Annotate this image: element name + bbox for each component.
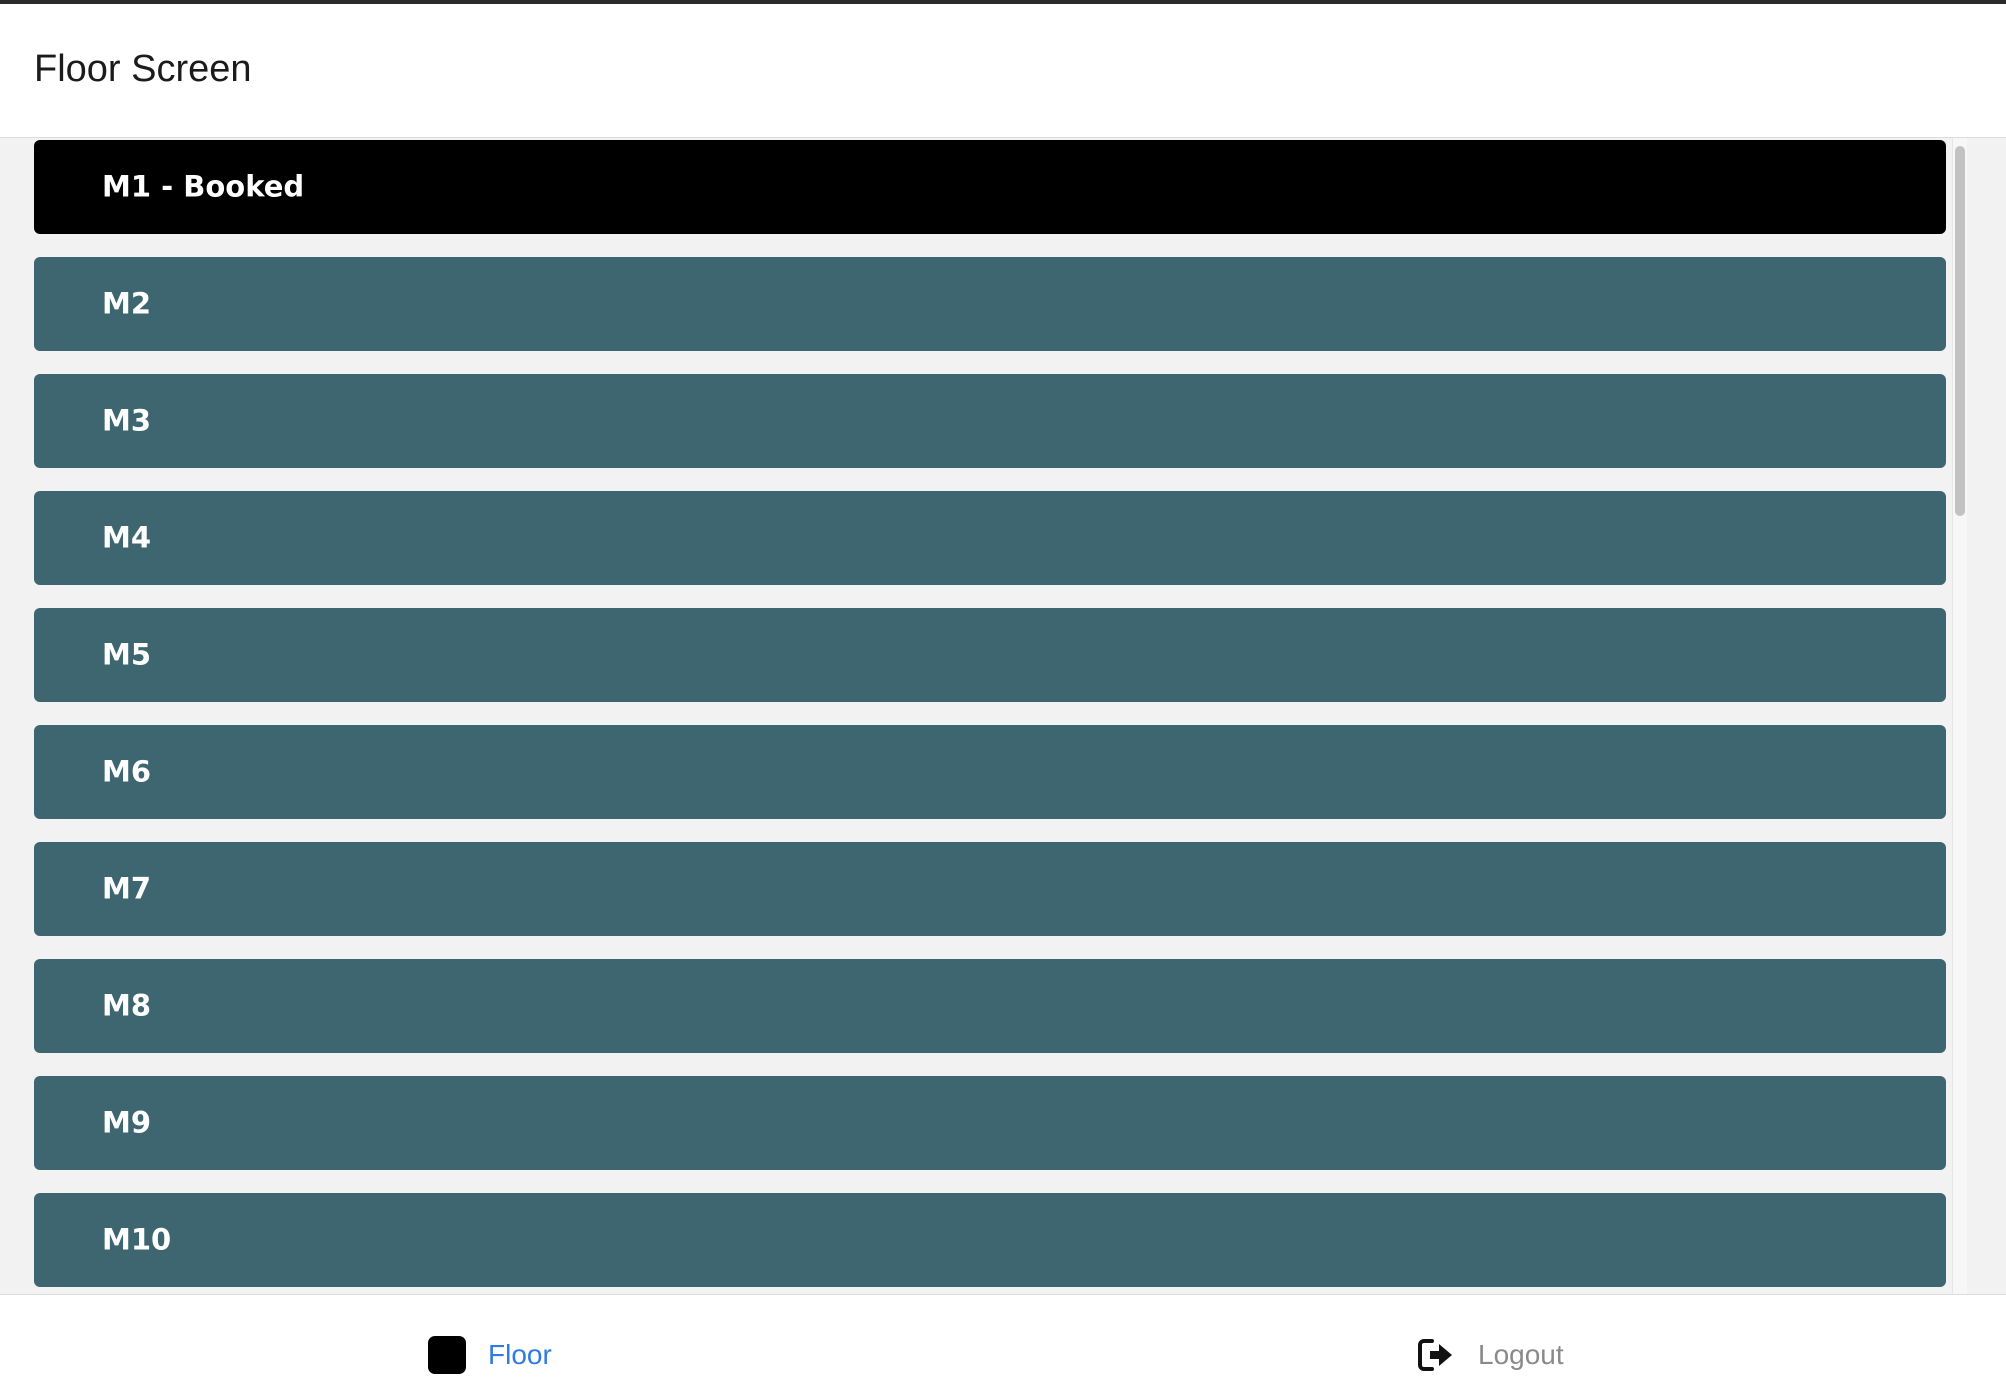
room-label: M2 [102, 286, 152, 321]
nav-logout-label: Logout [1478, 1339, 1564, 1370]
square-icon [428, 1336, 466, 1374]
room-row-m7[interactable]: M7 [34, 842, 1946, 936]
nav-floor-tab[interactable]: Floor [428, 1335, 552, 1375]
scrollbar-thumb[interactable] [1955, 146, 1965, 516]
room-label: M1 - Booked [102, 169, 305, 204]
room-row-m6[interactable]: M6 [34, 725, 1946, 819]
room-row-m2[interactable]: M2 [34, 257, 1946, 351]
room-list: M1 - Booked M2 M3 M4 M5 M6 M7 M8 M9 M10 [34, 140, 1946, 1294]
window-top-border [0, 0, 2006, 4]
room-label: M8 [102, 988, 152, 1023]
room-label: M7 [102, 871, 152, 906]
room-label: M5 [102, 637, 152, 672]
room-label: M4 [102, 520, 152, 555]
nav-floor-label: Floor [488, 1339, 552, 1370]
room-row-m5[interactable]: M5 [34, 608, 1946, 702]
sign-out-icon [1416, 1335, 1456, 1375]
page-title: Floor Screen [34, 48, 252, 90]
room-label: M3 [102, 403, 152, 438]
header: Floor Screen [0, 4, 2006, 138]
room-row-m10[interactable]: M10 [34, 1193, 1946, 1287]
nav-logout-tab[interactable]: Logout [1416, 1335, 1564, 1375]
room-row-m3[interactable]: M3 [34, 374, 1946, 468]
room-list-area[interactable]: M1 - Booked M2 M3 M4 M5 M6 M7 M8 M9 M10 [0, 138, 2006, 1294]
room-label: M9 [102, 1105, 152, 1140]
room-row-m4[interactable]: M4 [34, 491, 1946, 585]
room-row-m9[interactable]: M9 [34, 1076, 1946, 1170]
room-row-m1[interactable]: M1 - Booked [34, 140, 1946, 234]
room-label: M6 [102, 754, 152, 789]
room-row-m8[interactable]: M8 [34, 959, 1946, 1053]
room-label: M10 [102, 1222, 172, 1257]
bottom-nav: Floor Logout [0, 1294, 2006, 1392]
